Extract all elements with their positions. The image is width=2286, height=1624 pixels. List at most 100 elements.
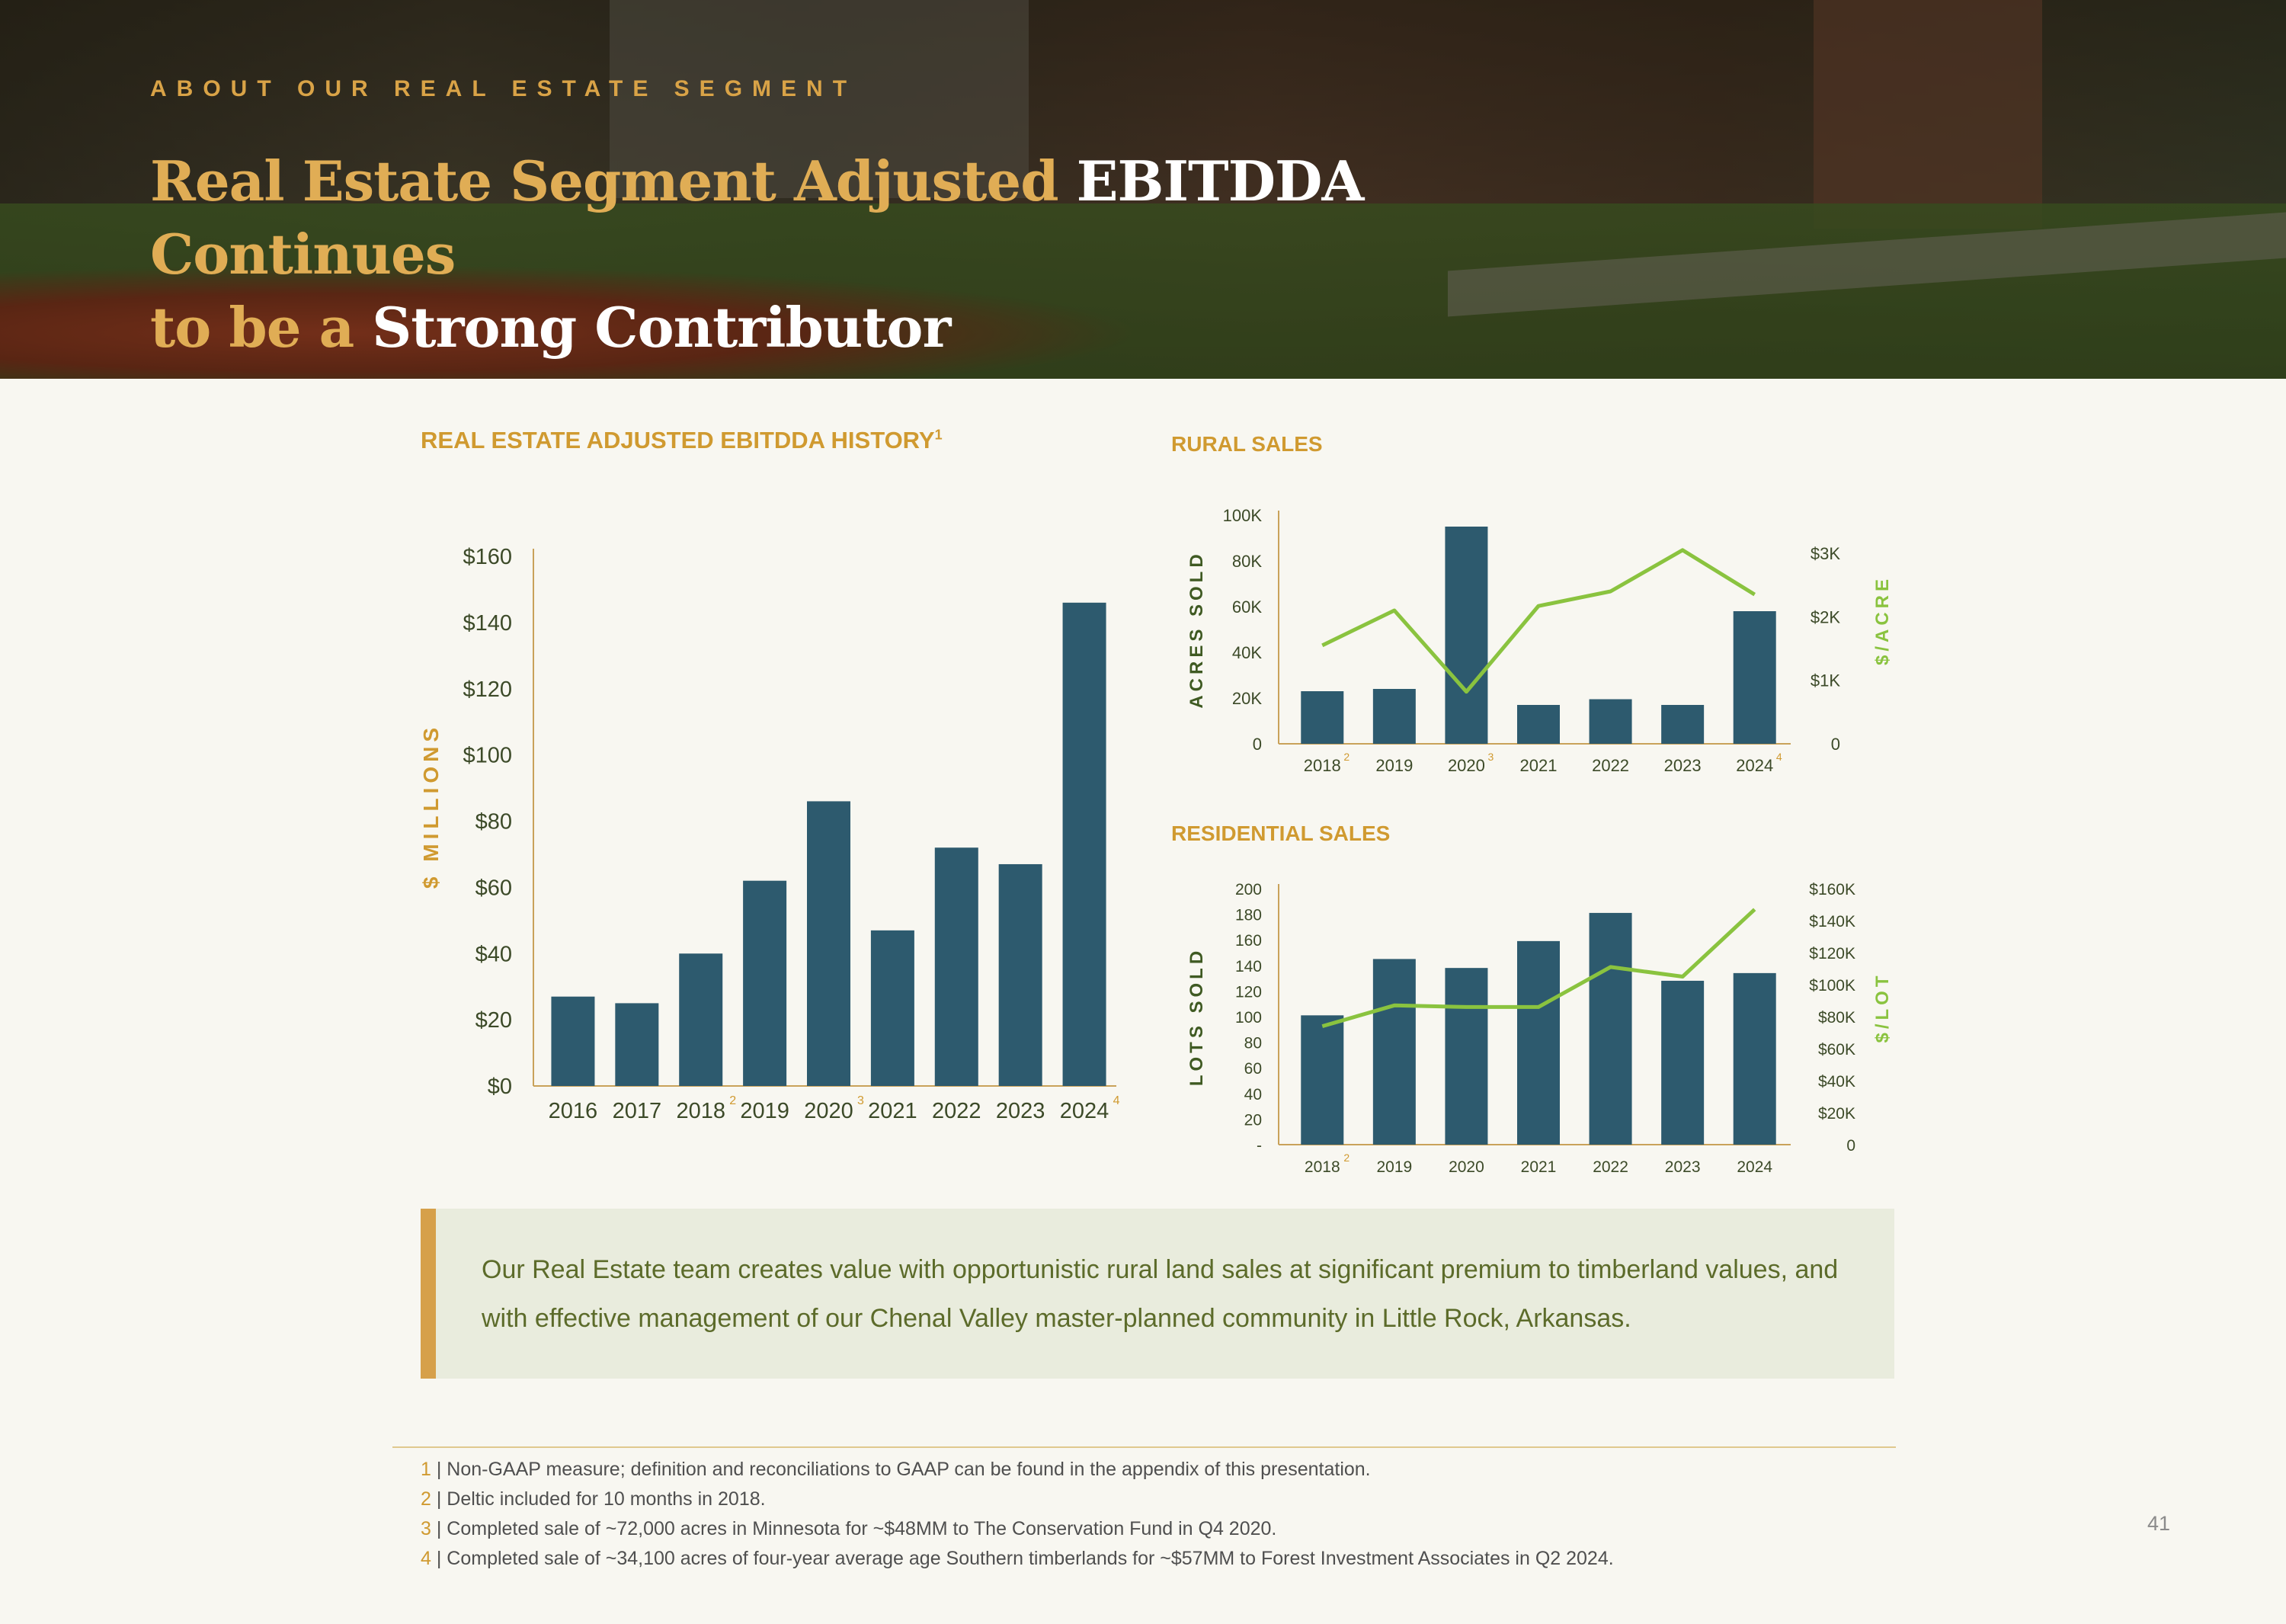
rural-x-tick-label: 2023 [1664,756,1702,775]
ebitdda-y-tick-label: $60 [475,876,512,900]
rural-left-tick-label: 40K [1232,643,1262,662]
residential-left-tick-label: - [1257,1137,1262,1155]
residential-sales-chart: - 20 40 60 80 100 120 140 160 180 200 0 $20K $40K $60K… [1186,881,1893,1174]
title-part-5: Strong Contributor [372,295,951,360]
rural-x-tick-label: 2020 [1448,756,1485,775]
rural-bar [1372,689,1416,744]
residential-bar [1372,959,1416,1145]
hero-house-shape-2 [1814,0,2042,229]
rural-left-tick-label: 100K [1223,506,1263,525]
residential-x-tick-label: 2021 [1521,1158,1557,1174]
footnote-text: | Completed sale of ~72,000 acres in Min… [431,1518,1277,1539]
rural-left-tick-label: 20K [1232,689,1262,708]
footnote-number: 1 [421,1459,431,1480]
residential-left-tick-label: 120 [1235,983,1262,1001]
residential-left-tick-label: 80 [1244,1035,1262,1052]
ebitdda-x-tick-label: 2017 [613,1099,662,1123]
residential-bar [1589,912,1632,1145]
residential-bar [1733,972,1776,1145]
residential-right-tick-label: $100K [1809,977,1855,995]
page-title: Real Estate Segment Adjusted EBITDDA Con… [150,145,1674,364]
ebitdda-bar [1062,602,1106,1086]
residential-tick-footnote: 2 [1343,1152,1350,1164]
section-eyebrow: ABOUT OUR REAL ESTATE SEGMENT [150,76,857,101]
residential-chart-title: RESIDENTIAL SALES [1171,822,1391,845]
hero-house-shape [610,0,1029,198]
ebitdda-y-tick-label: $140 [463,611,512,636]
ebitdda-bar [998,863,1042,1086]
ebitdda-x-tick-label: 2019 [740,1099,789,1123]
footnote-text: | Deltic included for 10 months in 2018. [431,1488,766,1510]
residential-left-tick-label: 140 [1235,958,1262,975]
callout-text: Our Real Estate team creates value with … [482,1255,1839,1333]
footnote-number: 4 [421,1548,431,1569]
rural-left-tick-label: 0 [1253,735,1262,754]
residential-x-tick-label: 2022 [1593,1158,1628,1174]
footnote-1: 1 | Non-GAAP measure; definition and rec… [421,1459,1371,1481]
residential-right-tick-label: $60K [1818,1041,1855,1059]
residential-right-tick-label: $20K [1818,1105,1855,1123]
title-part-4: to be a [150,295,373,360]
rural-left-tick-label: 80K [1232,552,1262,571]
residential-right-tick-label: $160K [1809,881,1855,898]
ebitdda-tick-footnote: 3 [857,1094,864,1107]
ebitdda-y-tick-label: $80 [475,810,512,834]
ebitdda-chart-title: REAL ESTATE ADJUSTED EBITDDA HISTORY1 [421,427,943,454]
ebitdda-y-tick-label: $20 [475,1008,512,1033]
ebitdda-bar [615,1003,659,1086]
rural-bar [1733,611,1776,744]
ebitdda-x-tick-label: 2022 [932,1099,981,1123]
callout-accent-bar [421,1209,436,1379]
rural-right-axis-title: $/ACRE [1872,575,1893,665]
residential-left-tick-label: 180 [1235,907,1262,924]
residential-x-tick-label: 2023 [1665,1158,1701,1174]
rural-tick-footnote: 4 [1776,751,1782,763]
ebitdda-x-tick-label: 2020 [804,1099,853,1123]
ebitdda-bar [934,847,978,1086]
footnote-2: 2 | Deltic included for 10 months in 201… [421,1488,766,1510]
rural-x-tick-label: 2022 [1592,756,1629,775]
ebitdda-chart-title-text: REAL ESTATE ADJUSTED EBITDDA HISTORY [421,427,935,453]
residential-right-tick-label: $120K [1809,945,1855,963]
residential-bar [1661,980,1705,1145]
rural-bar [1589,699,1632,744]
rural-left-axis-title: ACRES SOLD [1186,550,1207,708]
rural-x-tick-label: 2024 [1736,756,1773,775]
residential-bar [1301,1015,1344,1145]
ebitdda-bar [870,930,914,1086]
rural-tick-footnote: 3 [1488,751,1494,763]
hero-shade [0,0,2286,379]
ebitdda-y-tick-label: $120 [463,677,512,702]
residential-right-tick-label: $40K [1818,1073,1855,1091]
footnote-divider [392,1446,1896,1448]
residential-x-tick-label: 2020 [1449,1158,1484,1174]
residential-left-tick-label: 160 [1235,932,1262,950]
residential-x-tick-label: 2018 [1305,1158,1340,1174]
rural-right-tick-label: $2K [1811,607,1840,626]
residential-left-tick-label: 100 [1235,1009,1262,1027]
hero-flowers [0,264,1143,379]
rural-tick-footnote: 2 [1343,751,1350,763]
ebitdda-x-tick-label: 2024 [1060,1099,1109,1123]
ebitdda-bar [807,801,850,1086]
rural-x-tick-label: 2021 [1520,756,1558,775]
rural-bar [1301,691,1344,744]
residential-left-axis-title: LOTS SOLD [1186,947,1207,1086]
ebitdda-y-tick-label: $100 [463,744,512,768]
rural-right-tick-label: $3K [1811,544,1840,563]
footnote-3: 3 | Completed sale of ~72,000 acres in M… [421,1518,1276,1540]
callout-box: Our Real Estate team creates value with … [421,1209,1894,1379]
residential-bar [1517,940,1560,1145]
rural-x-tick-label: 2019 [1375,756,1413,775]
ebitdda-x-tick-label: 2018 [676,1099,725,1123]
rural-bar [1445,527,1488,744]
ebitdda-y-axis-title: $ MILLIONS [419,723,443,889]
ebitdda-chart-title-note: 1 [934,427,943,443]
residential-left-tick-label: 40 [1244,1086,1262,1103]
footnote-text: | Non-GAAP measure; definition and recon… [431,1459,1371,1480]
title-part-1: Real Estate Segment Adjusted [150,149,1077,213]
title-part-3: Continues [150,222,456,287]
rural-bar [1661,705,1705,744]
residential-bar [1445,968,1488,1145]
ebitdda-bar [551,996,595,1086]
